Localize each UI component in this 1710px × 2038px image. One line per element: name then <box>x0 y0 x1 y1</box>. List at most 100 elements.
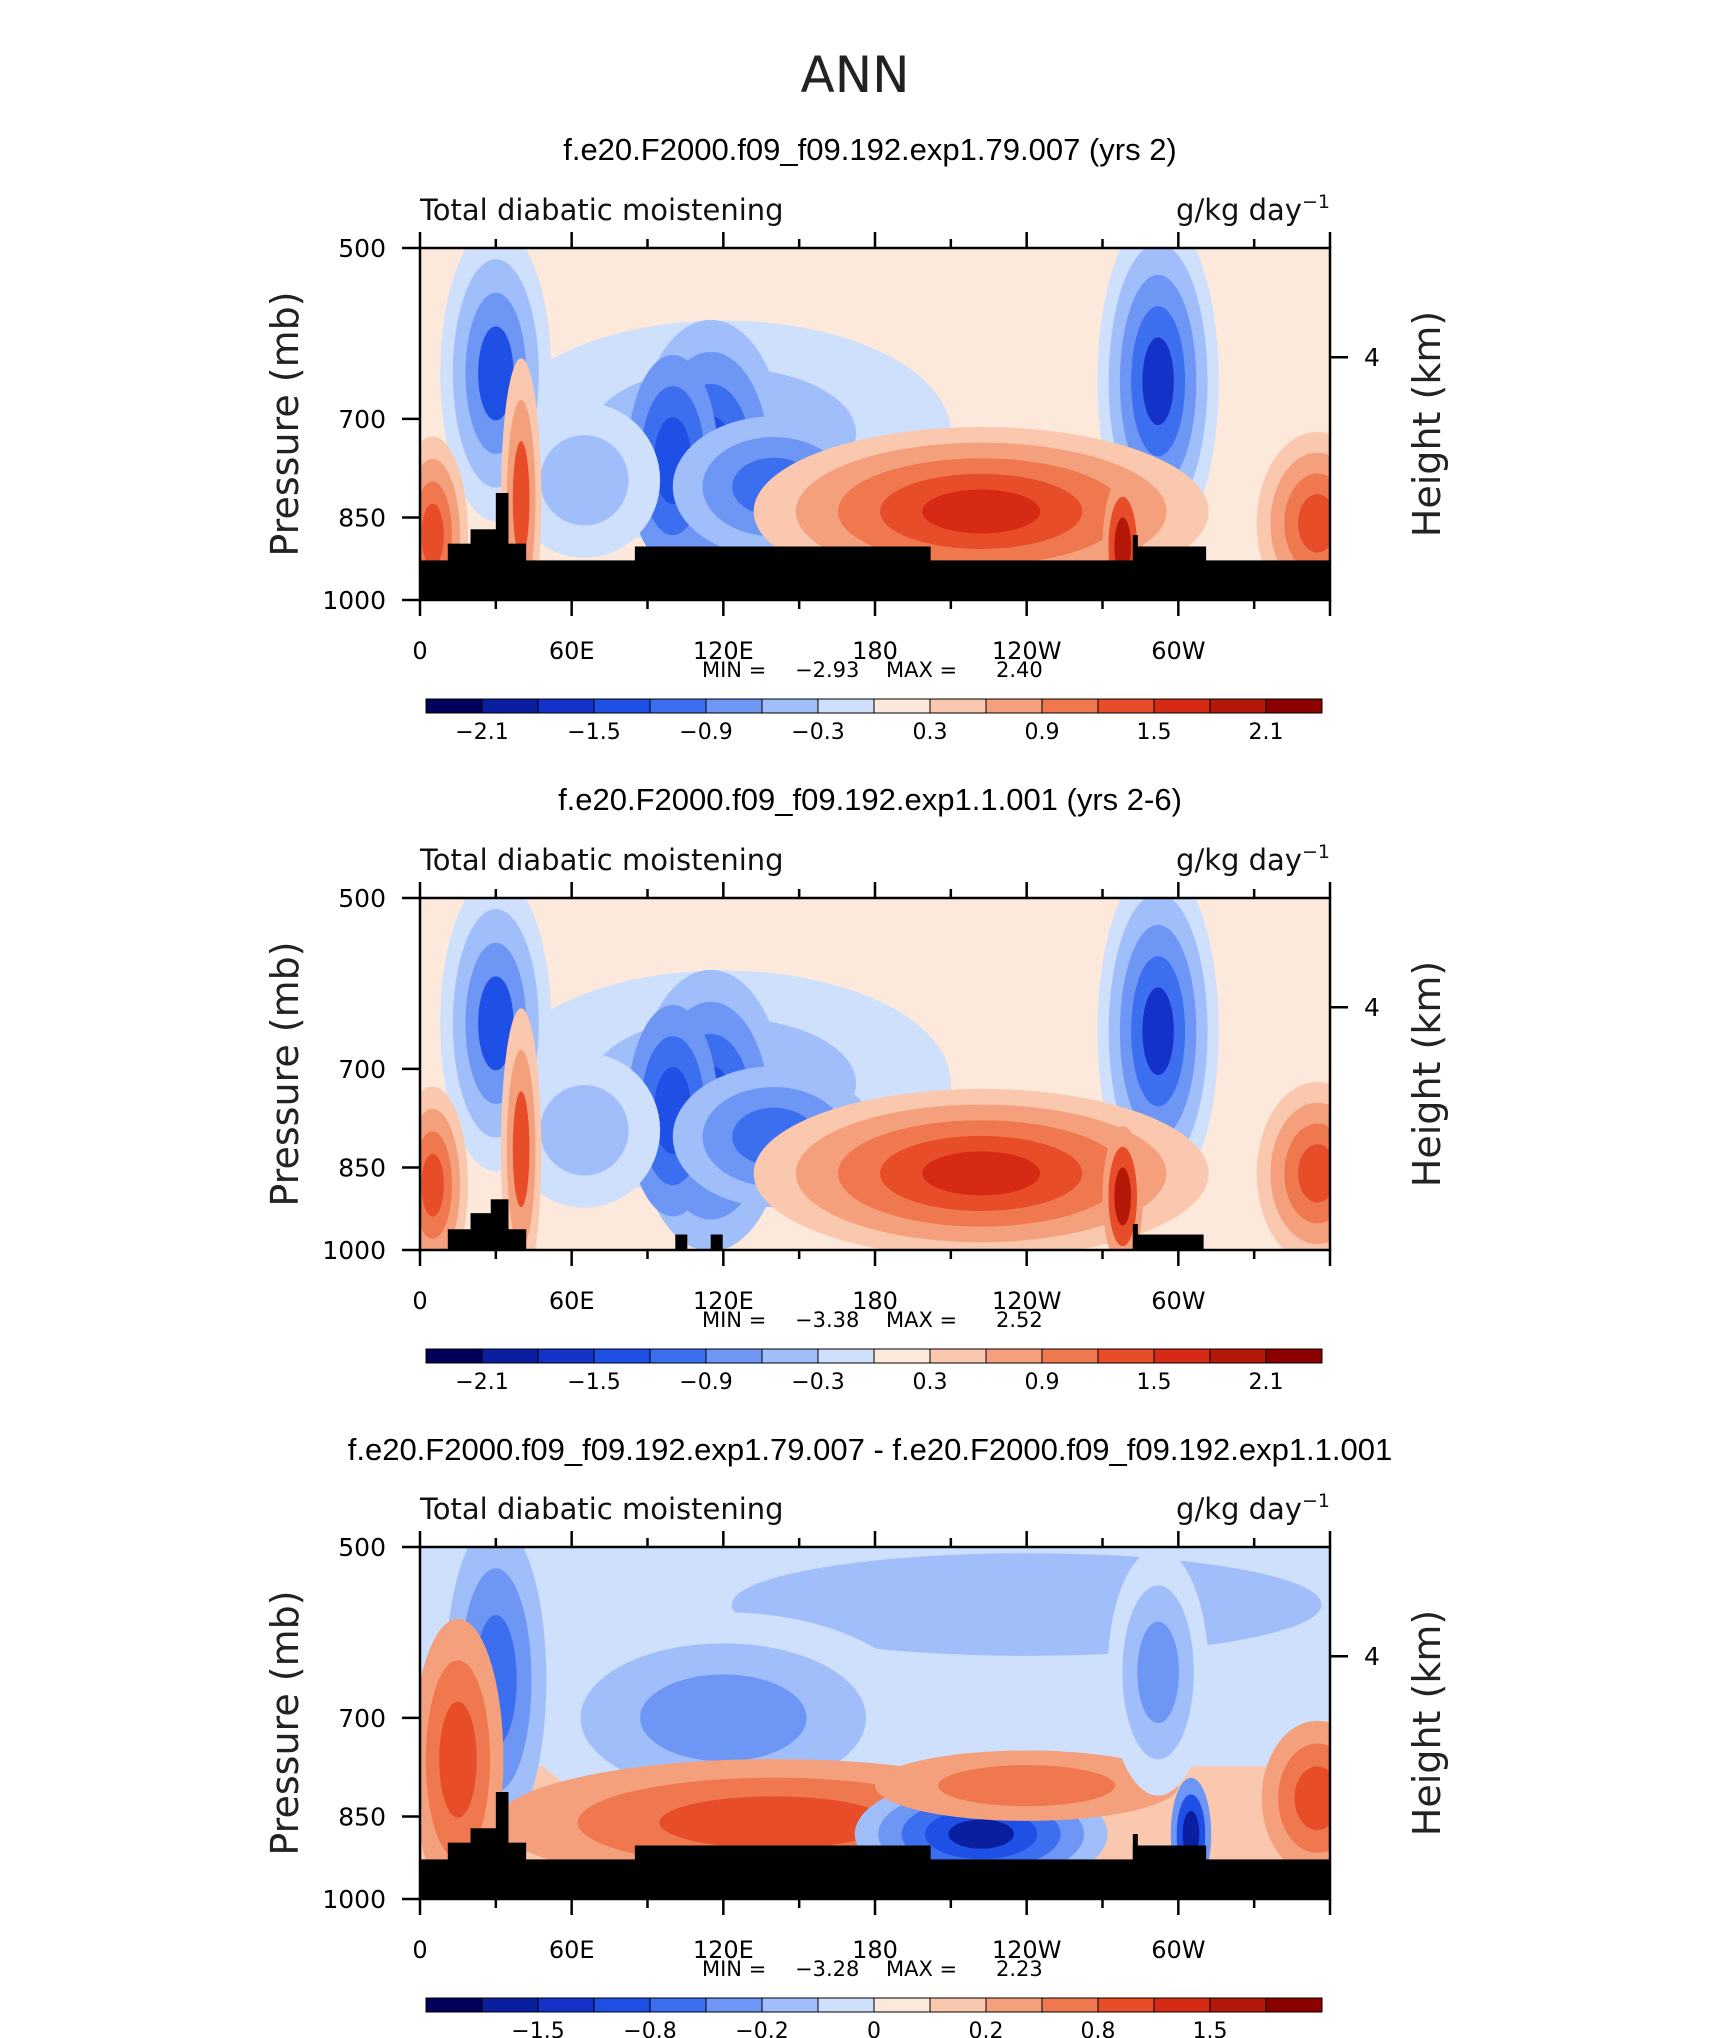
max-value: 2.23 <box>996 1957 1043 1981</box>
x-tick-label: 60E <box>549 1936 595 1964</box>
colorbar-label: 1.5 <box>1193 2019 1228 2038</box>
colorbar-swatch <box>425 698 483 714</box>
page-title: ANN <box>800 46 909 104</box>
colorbar-swatch <box>873 1997 931 2013</box>
colorbar-label: 0.8 <box>1081 2019 1116 2038</box>
colorbar-swatch <box>1153 1997 1211 2013</box>
y2-axis-title: Height (km) <box>1405 311 1449 537</box>
y2-tick-label: 4 <box>1364 1642 1380 1671</box>
min-label: MIN = <box>702 658 766 682</box>
colorbar-swatch <box>761 1997 819 2013</box>
colorbar-label: −0.9 <box>679 1370 732 1395</box>
colorbar-swatch <box>985 1997 1043 2013</box>
colorbar-label: 0.3 <box>913 720 948 745</box>
y-tick-label: 500 <box>338 234 386 263</box>
colorbar-label: 0 <box>867 2019 881 2038</box>
colorbar-swatch <box>481 1997 539 2013</box>
max-value: 2.40 <box>996 658 1043 682</box>
colorbar-swatch <box>425 1348 483 1364</box>
colorbar-label: 0.2 <box>969 2019 1004 2038</box>
panel-title: f.e20.F2000.f09_f09.192.exp1.79.007 - f.… <box>348 1432 1393 1467</box>
units-exponent: −1 <box>1302 191 1330 213</box>
units-exponent: −1 <box>1302 1490 1330 1512</box>
y-tick-label: 850 <box>338 503 386 532</box>
difference-positive <box>1294 1766 1330 1831</box>
x-tick-label: 60W <box>1151 637 1205 665</box>
colorbar-swatch <box>1265 698 1323 714</box>
difference-negative <box>948 1819 1014 1849</box>
colorbar-swatch <box>481 698 539 714</box>
colorbar-swatch <box>1209 1997 1267 2013</box>
colorbar-label: 0.3 <box>913 1370 948 1395</box>
units-label: g/kg day−1 <box>1176 191 1330 227</box>
y-tick-label: 500 <box>338 1533 386 1562</box>
x-tick-label: 120E <box>693 1936 754 1964</box>
x-tick-label: 60E <box>549 637 595 665</box>
moistening-maximum <box>512 1091 530 1208</box>
moistening-minimum <box>540 1085 629 1176</box>
colorbar-label: −0.9 <box>679 720 732 745</box>
colorbar-swatch <box>1097 698 1155 714</box>
colorbar-label: −0.2 <box>735 2019 788 2038</box>
y-tick-label: 850 <box>338 1802 386 1831</box>
units-label: g/kg day−1 <box>1176 1490 1330 1526</box>
x-tick-label: 180 <box>852 1936 898 1964</box>
x-tick-label: 60W <box>1151 1287 1205 1315</box>
panel-2: f.e20.F2000.f09_f09.192.exp1.1.001 (yrs … <box>263 782 1449 1395</box>
topography-mask <box>420 492 1330 600</box>
y-tick-label: 700 <box>338 1704 386 1733</box>
y2-tick-label: 4 <box>1364 993 1380 1022</box>
y-tick-label: 1000 <box>322 586 386 615</box>
x-tick-label: 180 <box>852 637 898 665</box>
moistening-minimum <box>478 976 514 1071</box>
colorbar-label: −2.1 <box>455 720 508 745</box>
y2-axis-title: Height (km) <box>1405 1610 1449 1836</box>
colorbar-swatch <box>929 1997 987 2013</box>
colorbar-swatch <box>1209 1348 1267 1364</box>
colorbar-swatch <box>593 1348 651 1364</box>
colorbar-swatch <box>985 1348 1043 1364</box>
contour-field <box>420 1547 1330 1899</box>
variable-label: Total diabatic moistening <box>419 1492 784 1526</box>
units-exponent: −1 <box>1302 841 1330 863</box>
difference-positive <box>938 1765 1116 1807</box>
x-tick-label: 0 <box>412 1936 427 1964</box>
colorbar-swatch <box>1097 1997 1155 2013</box>
topography-mask <box>447 1199 1204 1250</box>
colorbar-swatch <box>649 698 707 714</box>
x-tick-label: 120E <box>693 637 754 665</box>
colorbar-label: −0.3 <box>791 720 844 745</box>
x-tick-label: 120W <box>992 1936 1062 1964</box>
colorbar-swatch <box>481 1348 539 1364</box>
moistening-maximum <box>922 489 1041 534</box>
colorbar-swatch <box>1153 698 1211 714</box>
colorbar-swatch <box>1265 1348 1323 1364</box>
colorbar-swatch <box>1097 1348 1155 1364</box>
colorbar-swatch <box>705 1997 763 2013</box>
colorbar-swatch <box>817 1997 875 2013</box>
colorbar-swatch <box>929 1348 987 1364</box>
difference-positive <box>439 1701 477 1818</box>
contour-field <box>420 898 1330 1250</box>
x-tick-label: 180 <box>852 1287 898 1315</box>
panel-title: f.e20.F2000.f09_f09.192.exp1.1.001 (yrs … <box>558 782 1182 817</box>
x-tick-label: 60E <box>549 1287 595 1315</box>
difference-negative <box>640 1674 807 1762</box>
min-label: MIN = <box>702 1957 766 1981</box>
colorbar-swatch <box>929 698 987 714</box>
y-axis-title: Pressure (mb) <box>263 941 307 1206</box>
min-value: −2.93 <box>795 658 859 682</box>
moistening-maximum <box>1298 1144 1330 1203</box>
colorbar-swatch <box>537 1997 595 2013</box>
colorbar-label: −1.5 <box>567 720 620 745</box>
colorbar-swatch <box>537 698 595 714</box>
colorbar-swatch <box>761 698 819 714</box>
x-tick-label: 0 <box>412 1287 427 1315</box>
colorbar-swatch <box>1153 1348 1211 1364</box>
moistening-minimum <box>540 435 629 526</box>
x-tick-label: 120E <box>693 1287 754 1315</box>
colorbar-label: 1.5 <box>1137 1370 1172 1395</box>
variable-label: Total diabatic moistening <box>419 843 784 877</box>
colorbar-swatch <box>649 1348 707 1364</box>
